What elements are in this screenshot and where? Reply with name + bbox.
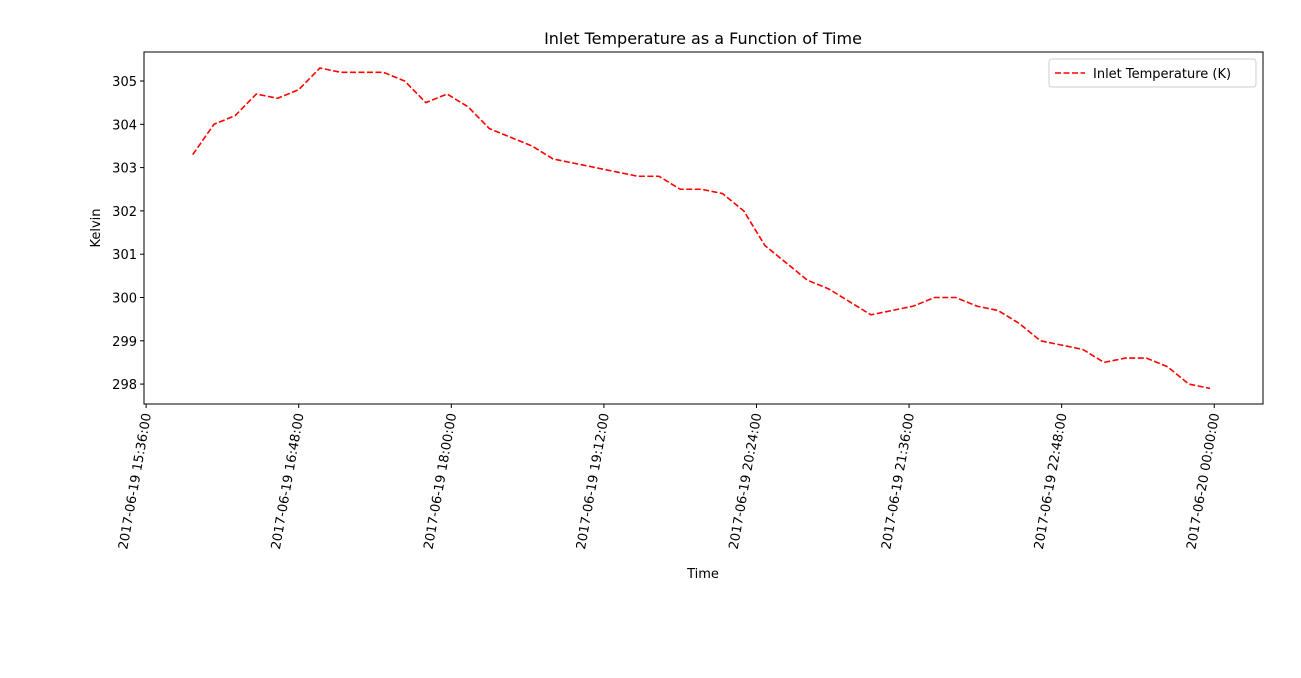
chart-title: Inlet Temperature as a Function of Time <box>544 29 862 48</box>
y-tick-label: 301 <box>112 248 137 263</box>
legend-box <box>1048 58 1257 88</box>
y-tick-label: 300 <box>112 291 137 306</box>
legend-label: Inlet Temperature (K) <box>1093 67 1231 82</box>
y-tick-label: 304 <box>112 118 137 133</box>
plot-frame <box>143 51 1264 405</box>
y-axis-label: Kelvin <box>89 208 104 247</box>
line <box>192 67 1211 390</box>
y-tick-label: 302 <box>112 205 137 220</box>
x-axis-label: Time <box>686 567 719 582</box>
y-tick-label: 305 <box>112 75 137 90</box>
y-tick-label: 298 <box>112 378 137 393</box>
y-tick-label: 299 <box>112 335 137 350</box>
y-tick-label: 303 <box>112 162 137 177</box>
